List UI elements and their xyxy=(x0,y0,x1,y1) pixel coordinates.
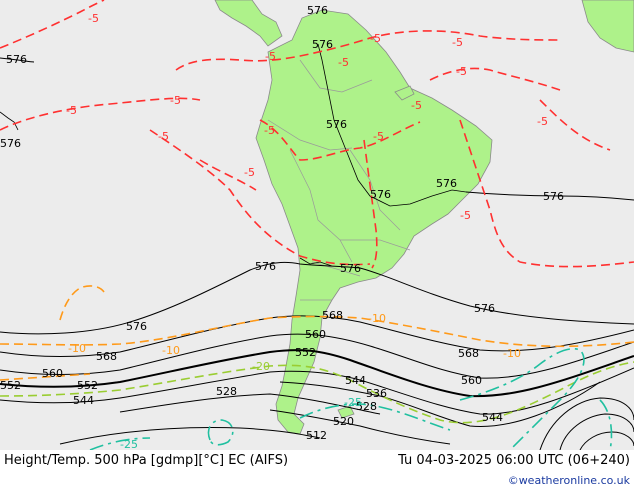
temp-contours-m25 xyxy=(89,348,613,450)
height-label: 544 xyxy=(482,411,503,424)
height-label: 576 xyxy=(474,302,495,315)
height-label: 560 xyxy=(305,328,326,341)
temp-labels-m25: -25 -25 xyxy=(120,396,362,450)
temp-label: -5 xyxy=(244,166,255,179)
south-america-land xyxy=(255,9,493,435)
contour-low-ring-1 xyxy=(539,397,634,450)
temp-label: -5 xyxy=(411,99,422,112)
height-label: 528 xyxy=(356,400,377,413)
height-label: 552 xyxy=(295,346,316,359)
contour-low-ring-2 xyxy=(559,413,634,450)
contour-512 xyxy=(59,427,321,445)
temp-label: -5 xyxy=(370,32,381,45)
temp-label: -5 xyxy=(373,130,384,143)
map-footer: Height/Temp. 500 hPa [gdmp][°C] EC (AIFS… xyxy=(0,450,634,490)
terrain-detail xyxy=(0,43,467,267)
height-label: 544 xyxy=(345,374,366,387)
temp-label: -10 xyxy=(503,347,521,360)
temp-label: -20 xyxy=(252,360,270,373)
caribbean-island xyxy=(394,85,415,101)
temp-label: -25 xyxy=(344,396,362,409)
height-contours xyxy=(0,57,634,450)
height-label: 552 xyxy=(0,379,21,392)
height-label: 576 xyxy=(6,53,27,66)
contour-536 xyxy=(279,381,601,428)
height-label: 576 xyxy=(370,188,391,201)
height-label: 568 xyxy=(458,347,479,360)
temp-label: -10 xyxy=(368,312,386,325)
height-label: 576 xyxy=(326,118,347,131)
temp-label: -5 xyxy=(88,12,99,25)
map-title: Height/Temp. 500 hPa [gdmp][°C] EC (AIFS… xyxy=(4,453,289,468)
height-label: 560 xyxy=(42,367,63,380)
temp-contours-m20 xyxy=(0,361,634,424)
valid-time: Tu 04-03-2025 06:00 UTC (06+240) xyxy=(398,453,630,468)
contour-528 xyxy=(119,393,381,415)
temp-labels-m10: -10 -10 -10 -10 xyxy=(68,312,521,360)
contour-568 xyxy=(0,315,634,357)
temp-labels-m5: -5 -5 -5 -5 -5 -5 -5 -5 -5 -5 -5 -5 -5 -… xyxy=(66,12,548,222)
temp-contours-m5 xyxy=(0,0,634,269)
height-label: 512 xyxy=(306,429,327,442)
temp-label: -10 xyxy=(68,342,86,355)
temp-label: -5 xyxy=(460,209,471,222)
height-label: 576 xyxy=(340,262,361,275)
height-label: 576 xyxy=(436,177,457,190)
height-label: 520 xyxy=(333,415,354,428)
height-label: 576 xyxy=(312,38,333,51)
credit-link[interactable]: ©weatheronline.co.uk xyxy=(507,474,630,487)
height-label: 568 xyxy=(96,350,117,363)
contour-520 xyxy=(269,409,451,445)
height-label: 576 xyxy=(126,320,147,333)
temp-label: -10 xyxy=(162,344,180,357)
contour-576-upper xyxy=(465,191,634,201)
temp-contours-m10 xyxy=(0,285,634,381)
contour-576-left xyxy=(0,57,35,63)
contour-560 xyxy=(0,333,634,379)
height-label: 536 xyxy=(366,387,387,400)
central-america-land xyxy=(214,0,283,47)
contour-552 xyxy=(0,349,634,398)
height-label: 544 xyxy=(73,394,94,407)
temp-label: -5 xyxy=(66,104,77,117)
height-label: 576 xyxy=(543,190,564,203)
temp-label: -5 xyxy=(265,50,276,63)
country-borders xyxy=(267,59,411,301)
height-label: 560 xyxy=(461,374,482,387)
height-label: 568 xyxy=(322,309,343,322)
temp-label: -5 xyxy=(537,115,548,128)
height-label: 552 xyxy=(77,379,98,392)
height-labels: 576 576 576 576 576 576 576 576 576 576 … xyxy=(0,4,564,442)
temp-label: -25 xyxy=(120,438,138,450)
land-masses xyxy=(214,0,634,435)
height-label: 528 xyxy=(216,385,237,398)
height-label: 576 xyxy=(0,137,21,150)
temp-label: -5 xyxy=(452,36,463,49)
temp-label: -5 xyxy=(170,94,181,107)
temp-label: -5 xyxy=(158,130,169,143)
temp-labels-m20: -20 xyxy=(252,360,270,373)
temp-label: -5 xyxy=(338,56,349,69)
temp-label: -5 xyxy=(264,124,275,137)
africa-corner xyxy=(581,0,634,53)
height-label: 576 xyxy=(307,4,328,17)
weather-map: 576 576 576 576 576 576 576 576 576 576 … xyxy=(0,0,634,450)
contour-544 xyxy=(0,367,634,415)
height-label: 576 xyxy=(255,260,276,273)
contour-576-main xyxy=(0,261,634,335)
temp-label: -5 xyxy=(456,65,467,78)
